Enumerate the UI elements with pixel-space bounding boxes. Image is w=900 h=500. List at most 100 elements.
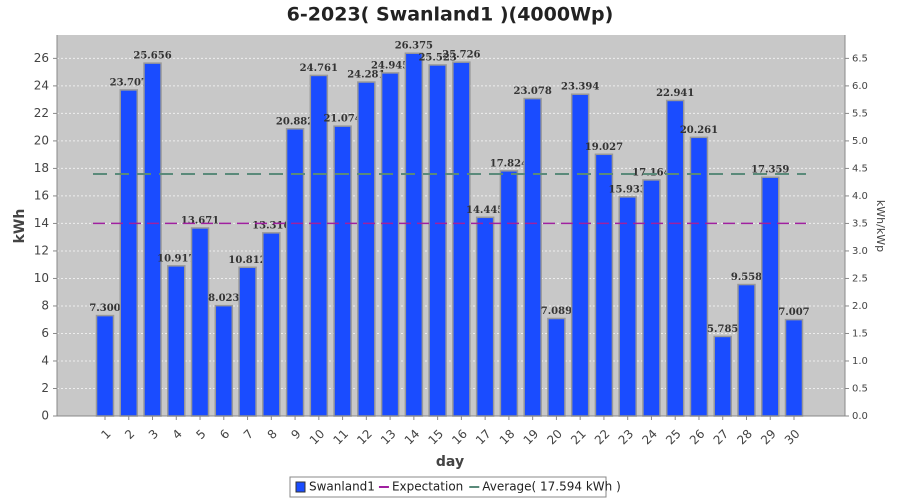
y2-tick-label: 4.5 bbox=[852, 163, 868, 174]
bar bbox=[452, 61, 471, 417]
bar bbox=[404, 52, 424, 417]
bar bbox=[309, 74, 329, 417]
bar bbox=[523, 97, 542, 417]
value-label: 25.726 bbox=[442, 50, 480, 61]
bar bbox=[737, 283, 756, 417]
value-label: 23.078 bbox=[514, 86, 552, 97]
bar bbox=[167, 265, 186, 417]
bar bbox=[784, 318, 804, 417]
bar bbox=[642, 179, 661, 417]
x-tick-label: 17 bbox=[473, 427, 494, 448]
x-tick-label: 1 bbox=[98, 427, 113, 442]
y2-tick-label: 5.5 bbox=[852, 108, 868, 119]
bar bbox=[713, 335, 732, 417]
legend-label: Expectation bbox=[392, 480, 463, 494]
value-label: 17.164 bbox=[632, 167, 670, 178]
bar bbox=[238, 266, 257, 417]
bar bbox=[333, 125, 352, 417]
bar bbox=[119, 89, 139, 417]
value-label: 13.671 bbox=[181, 215, 219, 226]
y-tick-label: 24 bbox=[34, 78, 49, 92]
x-tick-label: 20 bbox=[544, 427, 565, 448]
y-tick-label: 8 bbox=[41, 298, 49, 312]
x-tick-label: 23 bbox=[616, 427, 637, 448]
value-label: 17.359 bbox=[751, 165, 789, 176]
chart-title: 6-2023( Swanland1 )(4000Wp) bbox=[287, 4, 614, 26]
bar bbox=[665, 99, 685, 417]
x-tick-label: 16 bbox=[449, 427, 470, 448]
x-tick-label: 25 bbox=[663, 427, 684, 448]
y-tick-label: 12 bbox=[34, 243, 49, 257]
x-tick-label: 15 bbox=[426, 427, 447, 448]
bar bbox=[262, 232, 281, 417]
legend-swatch bbox=[295, 481, 306, 493]
value-label: 24.281 bbox=[347, 70, 385, 81]
bar bbox=[190, 227, 210, 417]
value-label: 9.558 bbox=[731, 272, 762, 283]
x-tick-label: 21 bbox=[568, 427, 589, 448]
y-tick-label: 16 bbox=[34, 188, 49, 202]
legend-label: Average( 17.594 kWh ) bbox=[482, 480, 621, 494]
x-tick-label: 26 bbox=[687, 427, 708, 448]
value-label: 24.761 bbox=[300, 63, 338, 74]
x-tick-label: 19 bbox=[521, 427, 542, 448]
y-tick-label: 14 bbox=[34, 216, 49, 230]
value-label: 19.027 bbox=[585, 142, 623, 153]
bar bbox=[475, 216, 495, 417]
value-label: 10.917 bbox=[157, 253, 195, 264]
bar bbox=[618, 196, 637, 417]
y2-tick-label: 6.5 bbox=[852, 53, 868, 64]
y2-tick-label: 1.0 bbox=[852, 356, 868, 367]
y2-tick-label: 3.0 bbox=[852, 246, 868, 257]
x-tick-label: 3 bbox=[146, 427, 161, 442]
value-label: 10.812 bbox=[228, 255, 266, 266]
x-tick-label: 13 bbox=[378, 427, 399, 448]
y-tick-label: 6 bbox=[41, 326, 49, 340]
value-label: 23.707 bbox=[110, 77, 148, 88]
bar bbox=[214, 304, 234, 417]
y2-tick-label: 0.5 bbox=[852, 383, 868, 394]
x-tick-label: 18 bbox=[497, 427, 518, 448]
x-tick-label: 4 bbox=[170, 427, 185, 442]
x-tick-label: 5 bbox=[193, 427, 208, 442]
y2-tick-label: 5.0 bbox=[852, 136, 868, 147]
value-label: 23.394 bbox=[561, 82, 599, 93]
bar bbox=[380, 72, 400, 417]
y2-tick-label: 1.5 bbox=[852, 328, 868, 339]
value-label: 7.089 bbox=[541, 306, 572, 317]
y2-tick-label: 3.5 bbox=[852, 218, 868, 229]
x-tick-label: 8 bbox=[265, 427, 280, 442]
x-tick-label: 9 bbox=[288, 427, 303, 442]
y-axis-label: kWh bbox=[12, 209, 28, 244]
value-label: 22.941 bbox=[656, 88, 694, 99]
value-label: 7.300 bbox=[89, 303, 120, 314]
x-tick-label: 11 bbox=[330, 427, 351, 448]
y-tick-label: 20 bbox=[34, 133, 49, 147]
x-tick-label: 12 bbox=[354, 427, 375, 448]
bar bbox=[285, 128, 305, 417]
legend-label: Swanland1 bbox=[309, 480, 375, 494]
bar bbox=[357, 81, 376, 417]
value-label: 13.316 bbox=[252, 220, 290, 231]
bar bbox=[689, 136, 709, 417]
value-label: 25.656 bbox=[133, 51, 171, 62]
x-tick-label: 10 bbox=[307, 427, 328, 448]
bar bbox=[143, 62, 162, 417]
x-tick-label: 30 bbox=[782, 427, 803, 448]
y2-tick-label: 0.0 bbox=[852, 411, 868, 422]
x-tick-label: 14 bbox=[402, 427, 423, 448]
y-tick-label: 2 bbox=[41, 381, 49, 395]
y-tick-label: 26 bbox=[34, 51, 49, 65]
x-tick-label: 6 bbox=[217, 427, 232, 442]
y2-axis-label: kWh/kWp bbox=[874, 200, 887, 252]
bar bbox=[95, 314, 115, 417]
y-tick-label: 4 bbox=[41, 353, 49, 367]
bar bbox=[547, 317, 566, 417]
value-label: 17.824 bbox=[490, 158, 528, 169]
value-label: 26.375 bbox=[395, 41, 433, 52]
y-tick-label: 10 bbox=[34, 271, 49, 285]
x-tick-label: 22 bbox=[592, 427, 613, 448]
value-label: 15.933 bbox=[609, 184, 647, 195]
value-label: 20.882 bbox=[276, 116, 314, 127]
